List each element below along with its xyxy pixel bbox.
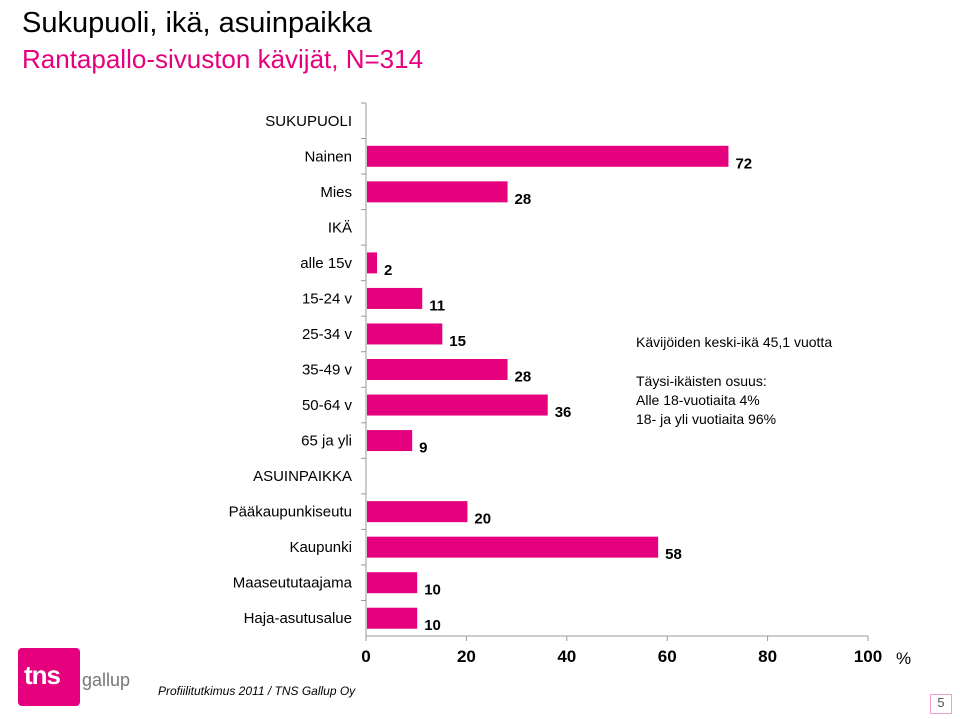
- data-label: 58: [665, 546, 682, 563]
- bar: [367, 181, 508, 203]
- bar: [367, 501, 468, 523]
- note-under18: Alle 18-vuotiaita 4%: [636, 392, 760, 408]
- x-tick-label: 40: [557, 647, 576, 666]
- data-label: 20: [474, 511, 491, 528]
- data-label: 36: [555, 404, 572, 421]
- category-label: Nainen: [304, 148, 352, 165]
- data-label: 72: [735, 155, 752, 172]
- data-label: 11: [429, 297, 445, 314]
- note-avg-age: Kävijöiden keski-ikä 45,1 vuotta: [636, 334, 833, 350]
- logo-subtext: gallup: [82, 670, 131, 690]
- x-tick-label: 80: [758, 647, 777, 666]
- x-tick-label: 60: [658, 647, 677, 666]
- category-label: alle 15v: [300, 255, 352, 272]
- logo-mark: [18, 648, 80, 706]
- bar: [367, 323, 443, 345]
- bar: [367, 607, 418, 629]
- note-adult-share-title: Täysi-ikäisten osuus:: [636, 373, 767, 389]
- bar: [367, 430, 413, 452]
- bar: [367, 359, 508, 380]
- bar: [367, 572, 418, 594]
- bar: [367, 252, 378, 274]
- bar: [367, 394, 548, 416]
- category-label: 50-64 v: [302, 397, 353, 414]
- x-tick-label: 0: [361, 647, 370, 666]
- data-label: 28: [515, 369, 532, 386]
- page-number: 5: [930, 694, 952, 714]
- category-label: IKÄ: [328, 219, 352, 236]
- category-label: Haja-asutusalue: [244, 610, 352, 627]
- bar: [367, 287, 423, 309]
- bar: [367, 536, 659, 558]
- category-label: 65 ja yli: [301, 433, 352, 450]
- footer-source: Profiilitutkimus 2011 / TNS Gallup Oy: [158, 684, 356, 698]
- category-label: Maaseututaajama: [233, 575, 353, 592]
- tns-gallup-logo: tns gallup: [18, 648, 130, 708]
- note-over18: 18- ja yli vuotiaita 96%: [636, 411, 777, 427]
- logo-text: tns: [24, 660, 61, 690]
- data-label: 2: [384, 262, 392, 279]
- category-label: 35-49 v: [302, 362, 353, 379]
- x-unit-label: %: [896, 649, 911, 668]
- data-label: 9: [419, 440, 427, 457]
- x-tick-label: 20: [457, 647, 476, 666]
- category-label: Mies: [320, 184, 352, 201]
- slide-title: Sukupuoli, ikä, asuinpaikka: [22, 7, 372, 39]
- category-label: SUKUPUOLI: [265, 113, 352, 130]
- slide-subtitle: Rantapallo-sivuston kävijät, N=314: [22, 44, 424, 74]
- data-label: 28: [515, 191, 532, 208]
- data-label: 10: [424, 582, 441, 599]
- bar: [367, 145, 729, 167]
- category-label: ASUINPAIKKA: [253, 468, 352, 485]
- data-label: 10: [424, 617, 441, 634]
- category-label: 15-24 v: [302, 290, 353, 307]
- data-label: 15: [449, 333, 466, 350]
- category-label: Pääkaupunkiseutu: [229, 504, 352, 521]
- category-label: Kaupunki: [289, 539, 352, 556]
- category-label: 25-34 v: [302, 326, 353, 343]
- x-tick-label: 100: [854, 647, 882, 666]
